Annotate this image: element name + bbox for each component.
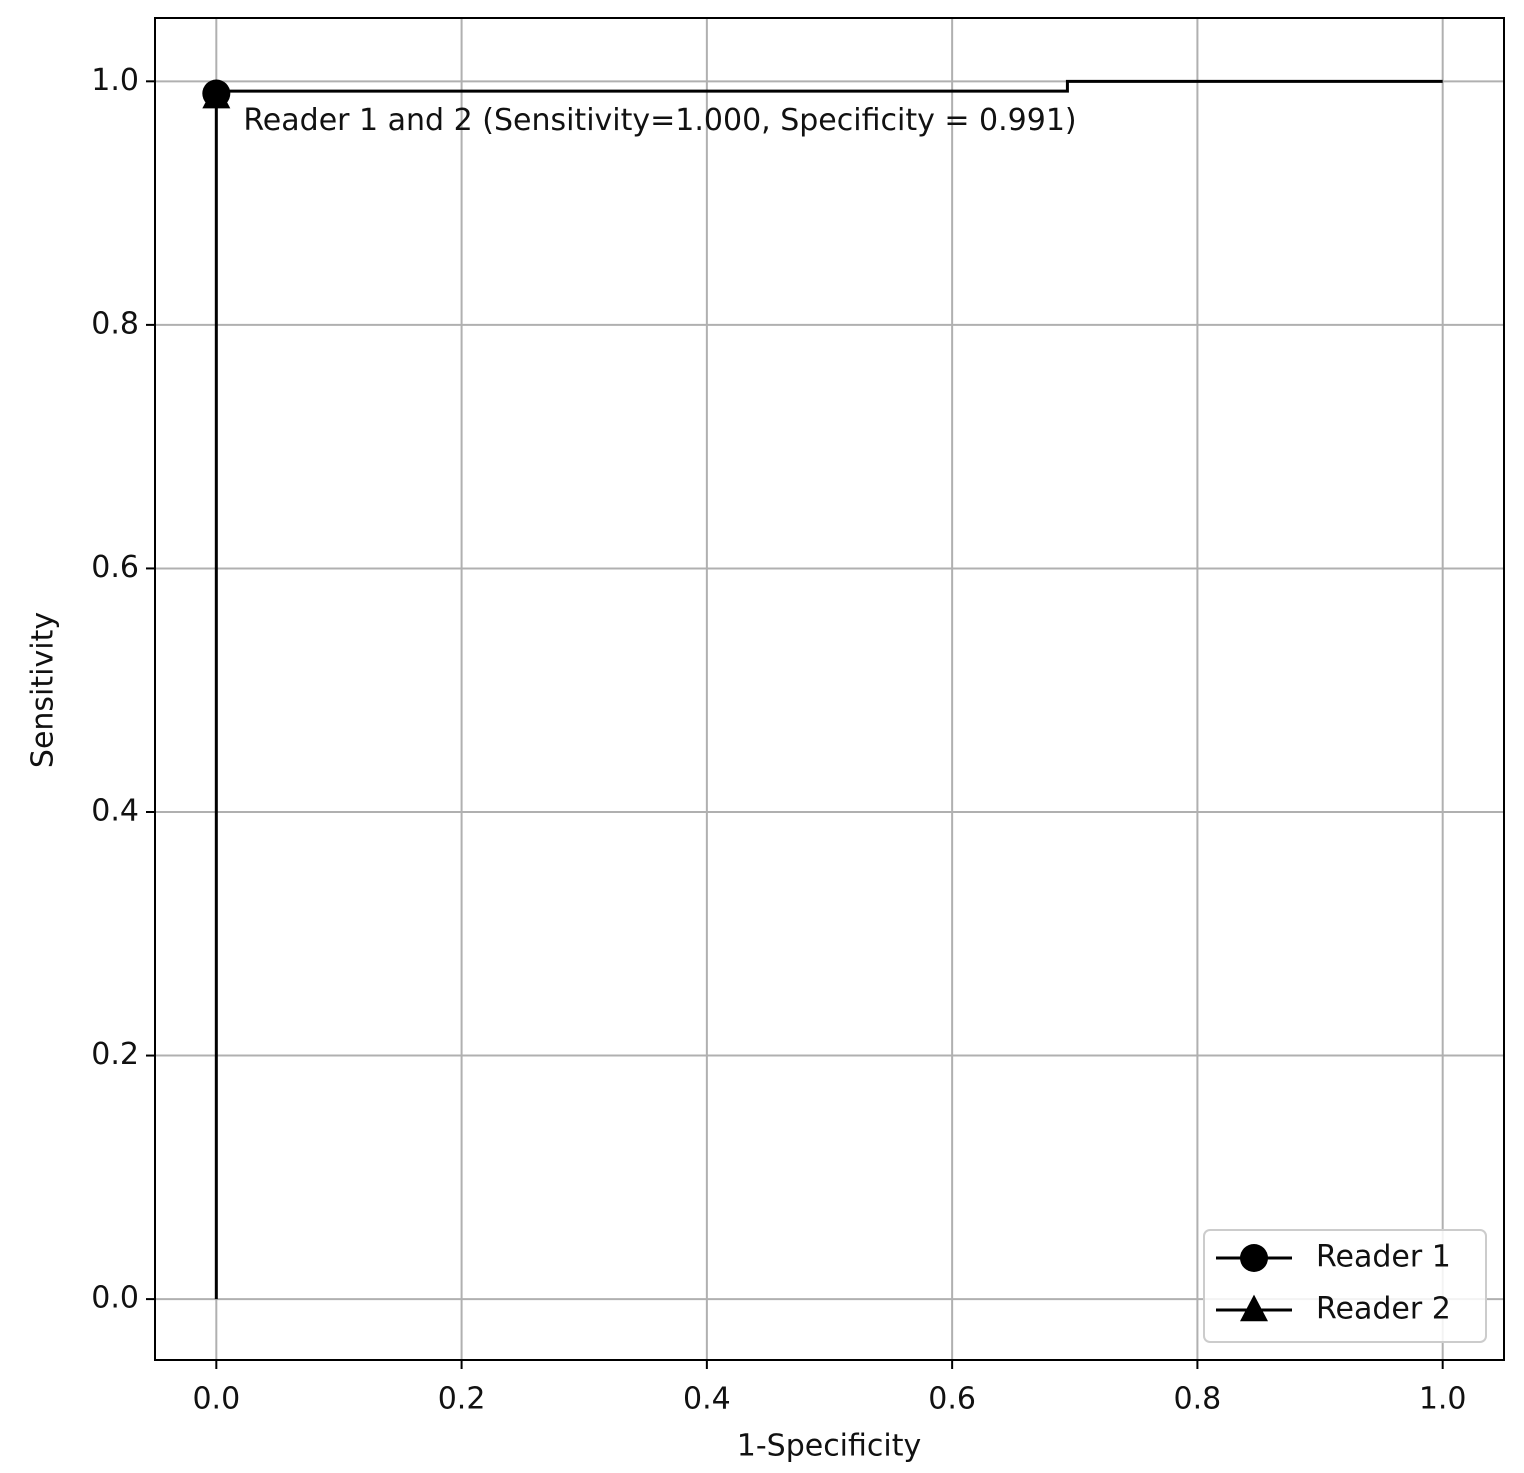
x-tick-label: 0.8 — [1174, 1382, 1222, 1417]
legend-label: Reader 2 — [1316, 1292, 1451, 1327]
y-axis-label: Sensitivity — [26, 612, 61, 768]
y-tick-label: 0.8 — [91, 306, 139, 341]
annotation: Reader 1 and 2 (Sensitivity=1.000, Speci… — [243, 103, 1076, 138]
x-tick-label: 0.0 — [192, 1382, 240, 1417]
x-axis-label: 1-Specificity — [737, 1429, 922, 1464]
y-tick-label: 0.6 — [91, 550, 139, 585]
x-tick-label: 0.4 — [683, 1382, 731, 1417]
legend-marker — [1240, 1294, 1268, 1322]
x-tick-label: 0.6 — [928, 1382, 976, 1417]
x-tick-label: 0.2 — [438, 1382, 486, 1417]
y-tick-label: 1.0 — [91, 63, 139, 98]
y-tick-label: 0.2 — [91, 1037, 139, 1072]
marker — [202, 79, 231, 108]
roc-curve — [214, 79, 1443, 1300]
y-tick-label: 0.0 — [91, 1281, 139, 1316]
legend-label: Reader 1 — [1316, 1240, 1451, 1275]
y-tick-label: 0.4 — [91, 793, 139, 828]
legend: Reader 1 Reader 2 — [1203, 1229, 1487, 1343]
plot-frame — [154, 17, 1505, 1361]
legend-marker — [1240, 1244, 1268, 1272]
x-tick-label: 1.0 — [1419, 1382, 1467, 1417]
